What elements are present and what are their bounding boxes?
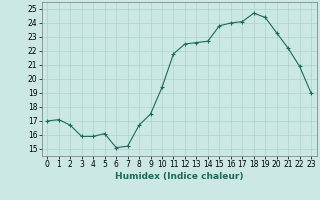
X-axis label: Humidex (Indice chaleur): Humidex (Indice chaleur) [115, 172, 244, 181]
